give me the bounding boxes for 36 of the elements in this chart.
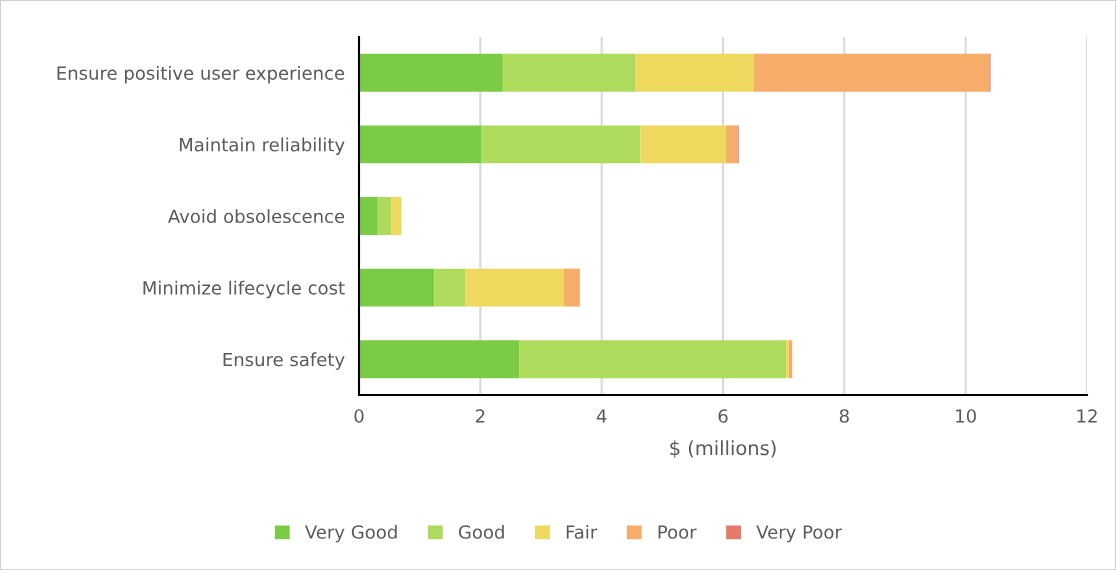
bar <box>635 53 754 92</box>
bar <box>465 268 565 307</box>
bar <box>502 53 636 92</box>
legend-label: Very Poor <box>756 525 842 543</box>
bar <box>434 268 466 307</box>
y-tick-label: Minimize lifecycle cost <box>143 280 345 299</box>
bar <box>391 197 402 235</box>
bar <box>359 125 482 164</box>
bar <box>726 125 738 164</box>
x-tick-label: 6 <box>718 409 728 423</box>
x-tick-label: 0 <box>354 409 364 423</box>
bar <box>564 268 580 307</box>
bar <box>481 125 641 164</box>
x-tick-label: 12 <box>1077 409 1097 423</box>
x-tick-label: 4 <box>596 409 607 423</box>
bar <box>377 197 392 235</box>
legend-label: Very Good <box>304 524 397 543</box>
bar <box>786 340 789 379</box>
x-tick-label: 10 <box>956 409 976 423</box>
bar <box>753 53 990 92</box>
y-tick-label: Maintain reliability <box>179 137 345 156</box>
bar <box>359 268 435 307</box>
legend-label: Good <box>458 524 504 539</box>
bar <box>359 53 503 92</box>
y-tick-label: Ensure positive user experience <box>57 65 345 84</box>
x-tick-label: 2 <box>475 409 485 423</box>
x-tick-label: 8 <box>839 409 849 423</box>
x-axis-title: $ (millions) <box>670 440 776 458</box>
bar <box>359 340 520 379</box>
bar <box>519 340 787 379</box>
bar <box>359 197 378 235</box>
legend-label: Poor <box>658 525 697 539</box>
legend-label: Fair <box>566 524 598 539</box>
bar <box>640 125 727 164</box>
y-tick-label: Ensure safety <box>223 352 345 370</box>
y-tick-label: Avoid obsolescence <box>168 209 345 224</box>
